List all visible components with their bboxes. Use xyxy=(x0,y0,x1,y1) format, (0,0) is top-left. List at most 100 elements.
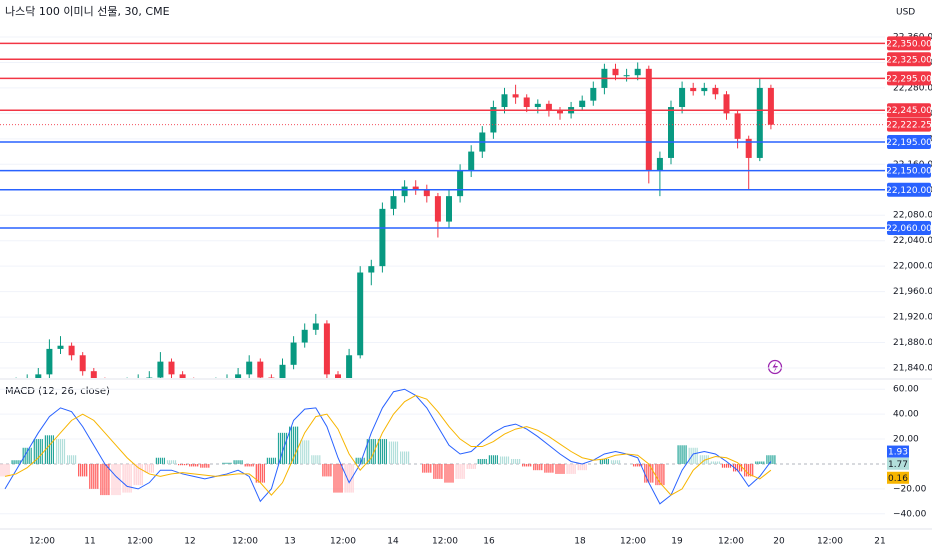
candle-body xyxy=(257,361,264,378)
x-tick-label: 14 xyxy=(387,537,399,547)
candle-body xyxy=(579,100,586,108)
y-tick-label: 22,000.00 xyxy=(893,262,932,272)
candle-body xyxy=(523,97,530,108)
candle-body xyxy=(179,374,186,378)
candle-body xyxy=(346,355,353,378)
last-value-label: 0.16 xyxy=(888,474,908,484)
candle-body xyxy=(679,87,686,108)
y-tick-label: 22,080.00 xyxy=(893,211,932,221)
level-label-bg xyxy=(887,36,931,51)
y-tick-label: 22,280.00 xyxy=(893,83,932,93)
last-value-bg xyxy=(887,471,909,484)
candle-body xyxy=(157,361,164,378)
y-tick-label: 22,040.00 xyxy=(893,236,932,246)
candle-body xyxy=(512,94,519,98)
x-tick-label: 12:00 xyxy=(432,537,458,547)
y-tick-label: 21,960.00 xyxy=(893,287,932,297)
macd-pane xyxy=(0,388,885,515)
x-tick-label: 12:00 xyxy=(817,537,843,547)
candle-body xyxy=(590,87,597,101)
candle-body xyxy=(401,186,408,197)
x-tick-label: 21 xyxy=(874,537,885,547)
x-tick-label: 12:00 xyxy=(127,537,153,547)
y-tick-label: 60.00 xyxy=(893,385,919,395)
x-tick-label: 12:00 xyxy=(232,537,258,547)
level-label: 22,195.00 xyxy=(886,138,932,148)
candle-body xyxy=(468,151,475,171)
level-label: 22,350.00 xyxy=(886,39,932,49)
candle-body xyxy=(246,361,253,375)
candle-body xyxy=(335,374,341,378)
x-tick-label: 16 xyxy=(483,537,495,547)
candle-body xyxy=(68,345,75,356)
macd-line xyxy=(4,388,772,505)
candle-body xyxy=(434,196,441,222)
y-tick-label: 21,840.00 xyxy=(893,363,932,373)
level-label: 22,245.00 xyxy=(886,106,932,116)
candle-body xyxy=(534,103,541,108)
candle-body xyxy=(79,355,86,372)
candle-body xyxy=(701,87,708,92)
last-price-label: 22,222.25 xyxy=(886,121,932,131)
candle-body xyxy=(612,68,619,76)
y-tick-label: 21,880.00 xyxy=(893,338,932,348)
candle-body xyxy=(634,68,641,76)
candle-body xyxy=(490,107,497,133)
candle-body xyxy=(357,272,364,356)
level-label: 22,060.00 xyxy=(886,224,932,234)
x-tick-label: 12:00 xyxy=(330,537,356,547)
level-label-bg xyxy=(887,220,931,235)
candle-body xyxy=(301,329,308,343)
y-tick-label: −20.00 xyxy=(893,484,927,494)
level-label-bg xyxy=(887,71,931,86)
candle-body xyxy=(545,103,552,111)
level-label: 22,295.00 xyxy=(886,74,932,84)
candle-body xyxy=(745,138,752,158)
level-label-bg xyxy=(887,163,931,178)
candle-body xyxy=(457,170,464,197)
last-value-bg xyxy=(887,445,909,458)
candle-body xyxy=(35,374,42,378)
candle-body xyxy=(368,266,375,273)
candle-body xyxy=(756,87,763,158)
y-tick-label: 40.00 xyxy=(893,410,919,420)
candle-body xyxy=(501,94,508,108)
level-label: 22,325.00 xyxy=(886,55,932,65)
last-value-label: 1.77 xyxy=(888,460,908,470)
candle-body xyxy=(46,348,53,375)
last-value-bg xyxy=(887,457,909,470)
x-tick-label: 12 xyxy=(184,537,195,547)
candle-body xyxy=(412,186,419,190)
candle-body xyxy=(90,371,97,378)
macd-title: MACD (12, 26, close) xyxy=(5,386,110,397)
level-label: 22,120.00 xyxy=(886,186,932,196)
level-label-bg xyxy=(887,135,931,150)
candle-body xyxy=(734,113,741,139)
macd-line xyxy=(4,394,772,496)
candle-body xyxy=(57,345,64,349)
level-label: 22,150.00 xyxy=(886,167,932,177)
candle-body xyxy=(290,342,297,365)
y-tick-label: 21,920.00 xyxy=(893,313,932,323)
candle-body xyxy=(146,377,153,378)
x-tick-label: 20 xyxy=(773,537,785,547)
currency: USD xyxy=(896,8,915,18)
candle-body xyxy=(723,94,730,114)
candle-body xyxy=(767,87,774,125)
x-tick-label: 13 xyxy=(284,537,295,547)
y-tick-label: 20.00 xyxy=(893,435,919,445)
candle-body xyxy=(235,374,242,378)
x-tick-label: 12:00 xyxy=(718,537,744,547)
level-label-bg xyxy=(887,182,931,197)
alert-icon[interactable] xyxy=(767,359,783,375)
candle-body xyxy=(645,68,652,171)
level-label-bg xyxy=(887,52,931,67)
last-value-label: 1.93 xyxy=(888,448,908,458)
candle-body xyxy=(668,107,674,158)
candle-body xyxy=(379,208,386,267)
x-tick-label: 12:00 xyxy=(620,537,646,547)
last-price-label-bg xyxy=(887,117,931,132)
y-tick-label: −40.00 xyxy=(893,509,927,519)
